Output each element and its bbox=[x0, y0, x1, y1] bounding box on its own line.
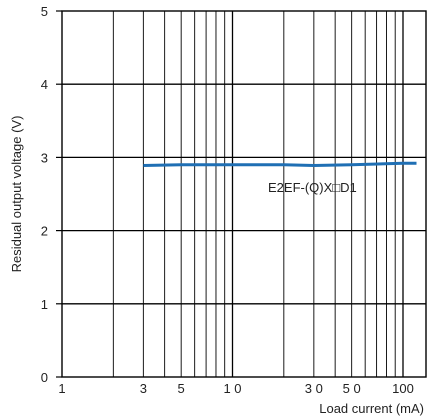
x-tick-label: 1 0 bbox=[223, 381, 241, 396]
series-layer bbox=[143, 161, 417, 167]
x-tick-label: 100 bbox=[392, 381, 414, 396]
x-tick-label: 1 bbox=[58, 381, 65, 396]
y-tick-label: 2 bbox=[41, 224, 48, 239]
x-tick-label: 5 0 bbox=[343, 381, 361, 396]
y-tick-label: 1 bbox=[41, 297, 48, 312]
x-tick-label: 5 bbox=[178, 381, 185, 396]
y-tick-label: 0 bbox=[41, 370, 48, 385]
x-tick-label: 3 0 bbox=[305, 381, 323, 396]
y-axis-label: Residual output voltage (V) bbox=[9, 116, 24, 273]
series-label: E2EF-(Q)X□D1 bbox=[268, 180, 357, 195]
y-tick-labels: 0 1 2 3 4 5 bbox=[41, 4, 62, 385]
minor-gridlines bbox=[112, 11, 396, 377]
y-tick-label: 4 bbox=[41, 77, 48, 92]
y-tick-label: 3 bbox=[41, 150, 48, 165]
major-gridlines bbox=[62, 11, 426, 377]
series-line bbox=[143, 161, 417, 167]
x-tick-labels: 1 3 5 1 0 3 0 5 0 100 bbox=[58, 381, 413, 396]
plot-frame bbox=[61, 10, 427, 378]
y-tick-label: 5 bbox=[41, 4, 48, 19]
x-axis-label: Load current (mA) bbox=[319, 401, 424, 416]
x-tick-label: 3 bbox=[140, 381, 147, 396]
